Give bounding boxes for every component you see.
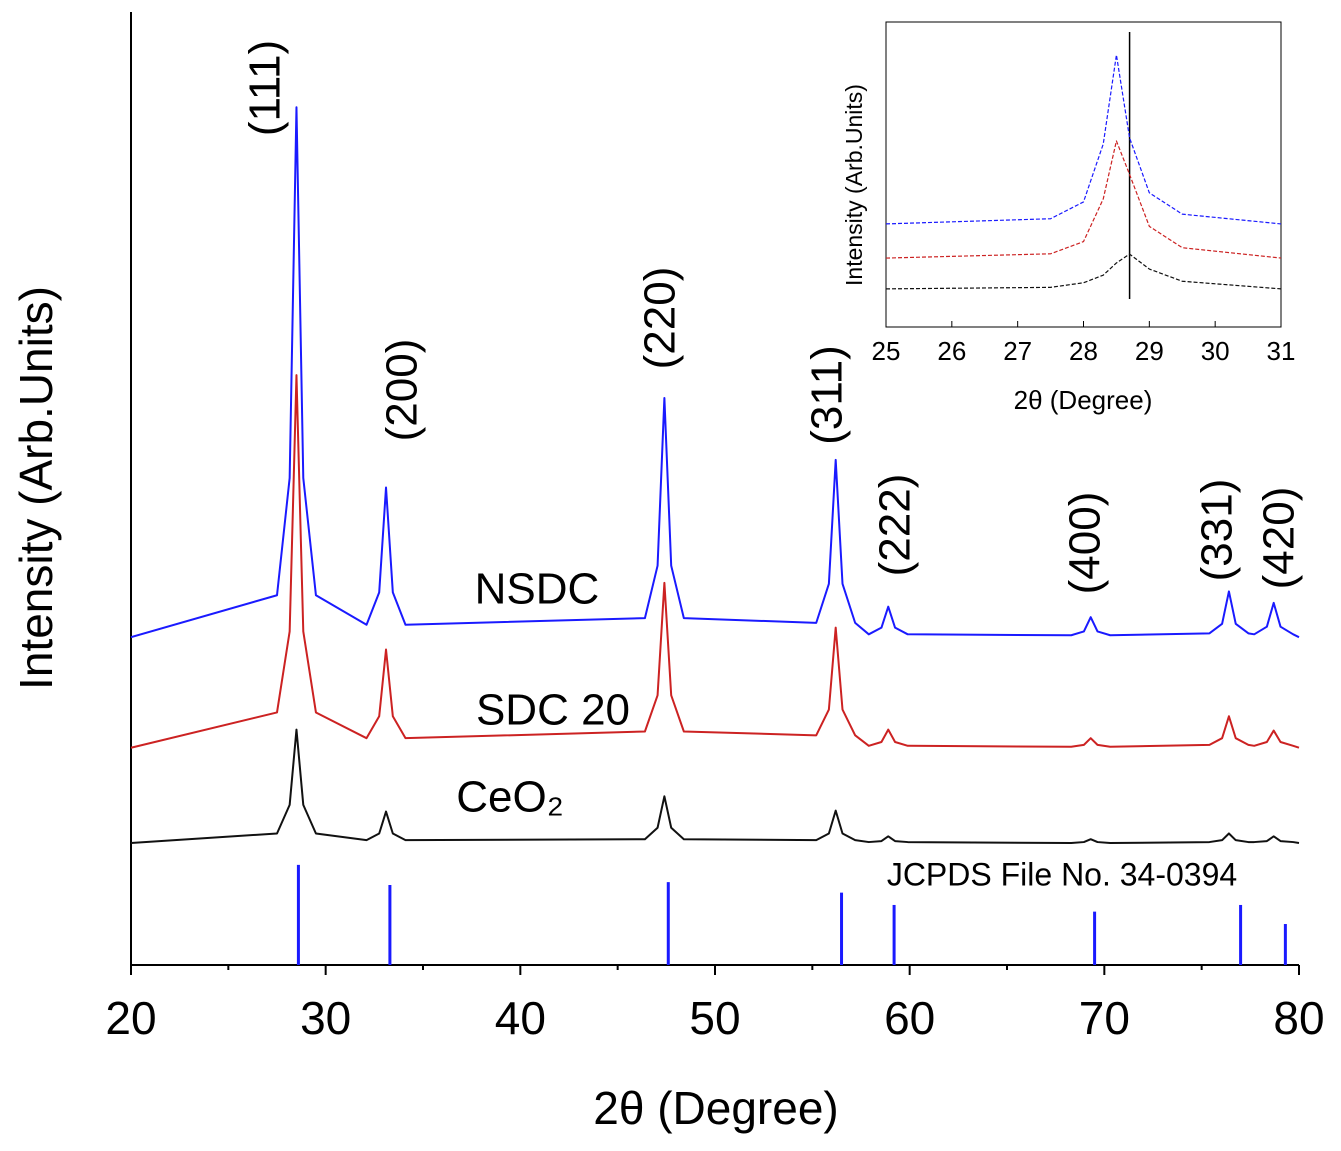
x-axis-label: 2θ (Degree)	[1014, 385, 1153, 415]
series-label: NSDC	[475, 565, 600, 614]
x-tick-label: 31	[1267, 336, 1296, 366]
series-line	[885, 140, 1282, 259]
x-tick-label: 70	[1079, 992, 1130, 1044]
series-label: CeO₂	[456, 773, 564, 822]
series-line	[130, 728, 1300, 845]
y-axis-label: Intensity (Arb.Units)	[10, 286, 62, 690]
peak-label: (220)	[636, 267, 685, 370]
peak-label: (200)	[378, 339, 427, 442]
y-axis-label: Intensity (Arb.Units)	[841, 84, 867, 286]
x-tick-label: 40	[495, 992, 546, 1044]
plot-frame	[885, 21, 1282, 328]
x-tick-label: 28	[1069, 336, 1098, 366]
peak-label: (331)	[1193, 479, 1242, 582]
series-label: SDC 20	[476, 686, 630, 735]
series-line	[885, 54, 1282, 225]
series-line	[885, 253, 1282, 290]
x-tick-label: 26	[937, 336, 966, 366]
peak-label: (420)	[1255, 487, 1304, 590]
peak-label: (222)	[871, 474, 920, 577]
x-tick-label: 27	[1003, 336, 1032, 366]
peak-label: (111)	[241, 40, 290, 136]
x-tick-label: 29	[1135, 336, 1164, 366]
x-tick-label: 50	[689, 992, 740, 1044]
x-tick-label: 30	[1201, 336, 1230, 366]
x-axis-label: 2θ (Degree)	[593, 1082, 838, 1134]
x-tick-label: 20	[105, 992, 156, 1044]
x-tick-label: 60	[884, 992, 935, 1044]
x-tick-label: 80	[1273, 992, 1324, 1044]
x-tick-label: 25	[872, 336, 901, 366]
x-tick-label: 30	[300, 992, 351, 1044]
series-label: JCPDS File No. 34-0394	[887, 856, 1237, 892]
peak-label: (311)	[803, 345, 852, 444]
peak-label: (400)	[1061, 492, 1110, 595]
series-line	[130, 374, 1300, 749]
series-line	[130, 106, 1300, 639]
